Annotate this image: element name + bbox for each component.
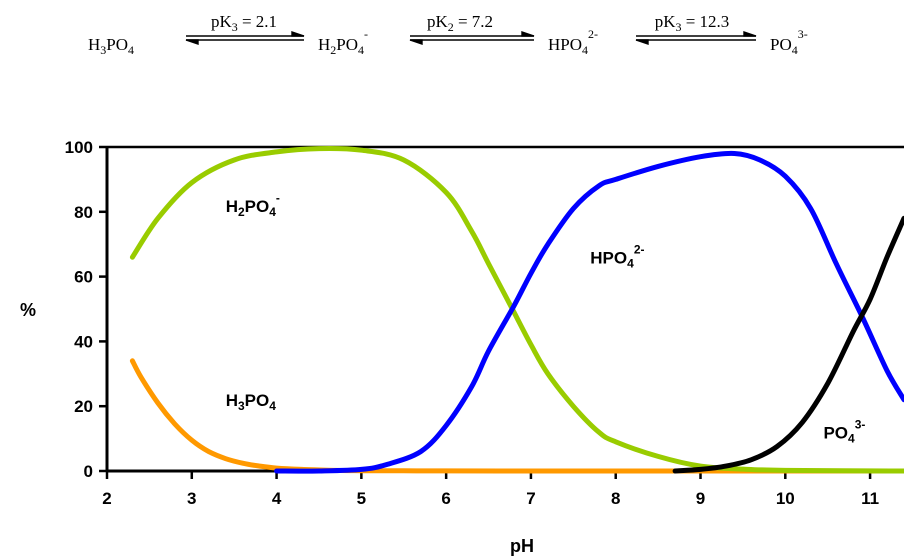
x-tick-label: 6 xyxy=(441,489,450,508)
x-tick-label: 3 xyxy=(187,489,196,508)
y-tick-label: 60 xyxy=(74,268,93,287)
y-axis-label: % xyxy=(20,300,36,320)
series-label-h2po4: H2PO4- xyxy=(226,191,280,219)
scheme-species-po4: PO43- xyxy=(770,27,808,57)
y-tick-label: 40 xyxy=(74,332,93,351)
scheme-species-hpo4: HPO42- xyxy=(548,27,598,57)
equilibrium-arrow-1 xyxy=(185,31,305,45)
chart-series-labels: H3PO4 H2PO4- HPO42- PO43- xyxy=(226,191,866,445)
y-tick-label: 80 xyxy=(74,203,93,222)
scheme-equilibrium-label-2: pK2 = 7.2 xyxy=(427,12,493,34)
x-tick-label: 10 xyxy=(776,489,795,508)
chart-curves xyxy=(129,145,904,474)
series-label-h3po4: H3PO4 xyxy=(226,391,277,413)
equilibrium-arrow-2 xyxy=(409,31,535,45)
series-line-h2po4 xyxy=(129,145,904,474)
acid-dissociation-scheme: H3PO4 H2PO4- HPO42- PO43- pK3 = 2.1 pK2 … xyxy=(88,12,808,57)
x-tick-label: 8 xyxy=(611,489,620,508)
x-tick-label: 7 xyxy=(526,489,535,508)
series-label-po4-3: PO43- xyxy=(823,418,865,446)
scheme-equilibrium-label-3: pK3 = 12.3 xyxy=(655,12,730,34)
y-tick-label: 20 xyxy=(74,397,93,416)
x-tick-label: 4 xyxy=(272,489,282,508)
scheme-species-h3po4: H3PO4 xyxy=(88,35,134,57)
series-label-hpo4-2: HPO42- xyxy=(590,243,644,271)
scheme-equilibrium-label-1: pK3 = 2.1 xyxy=(211,12,277,34)
x-tick-label: 5 xyxy=(357,489,366,508)
x-tick-label: 2 xyxy=(102,489,111,508)
scheme-species-h2po4: H2PO4- xyxy=(318,27,368,57)
chart-axes: 2 3 4 5 6 7 8 9 10 11 0 20 40 60 80 100 xyxy=(65,138,904,508)
series-line-po4-3 xyxy=(672,215,904,474)
x-tick-label: 11 xyxy=(861,489,879,508)
series-line-h3po4 xyxy=(129,358,904,474)
equilibrium-arrow-3 xyxy=(635,31,757,45)
y-tick-label: 0 xyxy=(84,462,93,481)
x-tick-label: 9 xyxy=(696,489,705,508)
y-tick-label: 100 xyxy=(65,138,93,157)
x-axis-label: pH xyxy=(510,536,534,556)
series-line-hpo4-2 xyxy=(274,150,904,474)
